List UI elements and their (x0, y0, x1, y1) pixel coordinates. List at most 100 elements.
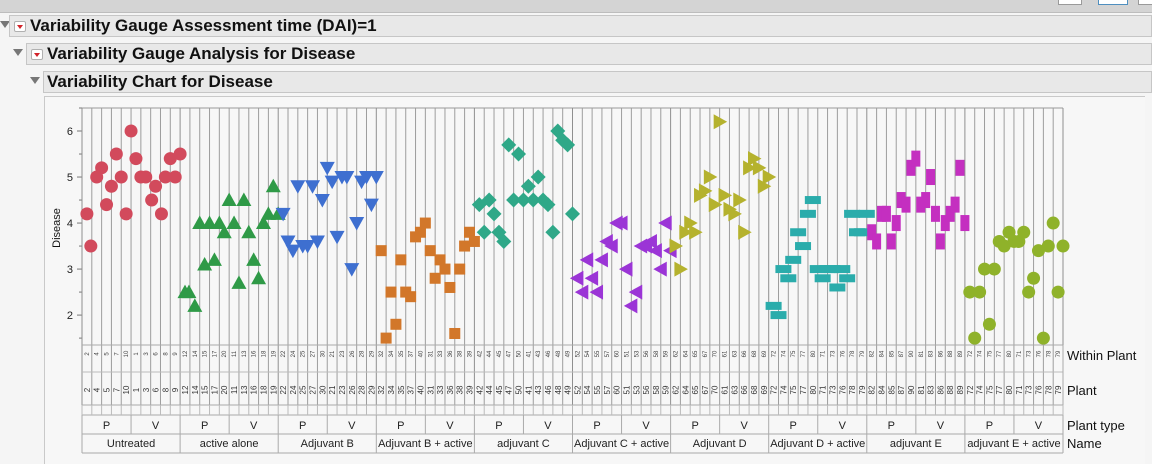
data-point (260, 206, 276, 220)
data-point (216, 224, 232, 239)
plant-label: 4 (93, 387, 102, 392)
plant-label: 79 (858, 385, 867, 394)
within-plant-label: 89 (958, 350, 964, 357)
data-point (574, 284, 589, 300)
within-plant-label: 78 (850, 350, 856, 357)
plant-label: 48 (554, 385, 563, 394)
plant-label: 73 (828, 385, 837, 394)
data-point (669, 238, 684, 254)
within-plant-label: 86 (938, 350, 944, 357)
data-point (1046, 216, 1060, 230)
data-point (623, 298, 638, 314)
within-plant-label: 63 (732, 350, 738, 357)
data-point (109, 147, 123, 161)
toolbar-button[interactable] (1138, 0, 1152, 5)
data-point (594, 252, 608, 268)
data-point (628, 284, 643, 300)
within-plant-label: 85 (889, 350, 895, 357)
within-plant-label: 87 (899, 350, 905, 357)
data-point (236, 192, 252, 207)
data-point (139, 170, 153, 184)
within-plant-label: 41 (526, 350, 532, 357)
group-name-label: Adjuvant D (693, 438, 747, 450)
plant-type-label: V (446, 420, 454, 432)
data-point (906, 159, 916, 176)
plant-label: 81 (917, 385, 926, 394)
data-point (197, 256, 213, 271)
toolbar-button[interactable] (1098, 0, 1128, 5)
data-point (987, 262, 1001, 276)
data-point (785, 255, 802, 264)
data-point (434, 254, 446, 266)
group-name-label: Adjuvant C + active (574, 438, 669, 450)
data-point (589, 284, 604, 300)
data-point (119, 207, 133, 221)
data-point (752, 160, 767, 176)
red-triangle-menu-icon[interactable] (31, 48, 43, 60)
within-plant-label: 80 (1007, 350, 1013, 357)
plant-label: 58 (652, 385, 661, 394)
plant-label: 69 (760, 385, 769, 394)
plant-type-label: P (299, 420, 306, 432)
data-point (255, 215, 271, 230)
plant-label: 5 (103, 387, 112, 392)
within-plant-label: 83 (929, 350, 935, 357)
data-point (424, 245, 436, 257)
plant-label: 21 (328, 385, 337, 394)
within-plant-label: 36 (448, 350, 454, 357)
within-plant-label: 23 (340, 350, 346, 357)
data-point (515, 192, 531, 208)
data-point (1031, 244, 1045, 258)
within-plant-label: 77 (997, 350, 1003, 357)
plant-label: 77 (995, 385, 1004, 394)
plant-label: 1 (132, 387, 141, 392)
data-point (309, 235, 325, 249)
within-plant-label: 90 (909, 350, 915, 357)
within-plant-label: 7 (114, 352, 120, 356)
data-point (824, 265, 841, 274)
data-point (540, 197, 556, 213)
data-point (300, 240, 316, 254)
disclosure-triangle-icon[interactable] (0, 21, 10, 28)
plant-label: 53 (632, 385, 641, 394)
data-point (565, 206, 580, 222)
within-plant-label: 29 (369, 350, 375, 357)
plant-label: 75 (789, 385, 798, 394)
data-point (891, 215, 901, 232)
plant-label: 70 (711, 385, 720, 394)
disclosure-triangle-icon[interactable] (30, 77, 40, 84)
y-tick-label: 4 (67, 218, 73, 230)
within-plant-label: 38 (458, 350, 464, 357)
plant-label: 75 (985, 385, 994, 394)
data-point (834, 265, 851, 274)
plant-type-label: P (790, 420, 797, 432)
data-point (329, 230, 345, 245)
within-plant-label: 76 (1036, 350, 1042, 357)
group-name-label: Untreated (107, 438, 155, 450)
data-point (192, 215, 208, 230)
plant-type-label: V (152, 420, 160, 432)
data-point (496, 233, 512, 249)
toolbar-button[interactable] (1058, 0, 1082, 5)
data-point (95, 161, 109, 175)
plant-label: 22 (279, 385, 288, 394)
data-point (911, 150, 921, 167)
plant-type-label: V (250, 420, 258, 432)
data-point (1056, 239, 1070, 253)
data-point (569, 270, 584, 286)
data-point (530, 169, 546, 185)
red-triangle-menu-icon[interactable] (14, 20, 26, 32)
data-point (921, 192, 931, 209)
within-plant-label: 84 (880, 350, 886, 357)
data-point (853, 228, 870, 237)
data-point (762, 169, 777, 185)
plant-label: 47 (505, 385, 514, 394)
data-point (463, 226, 475, 238)
data-point (955, 159, 965, 176)
data-point (339, 171, 355, 185)
plant-gridlines (81, 108, 1064, 405)
data-point (168, 170, 182, 184)
plant-type-label: P (888, 420, 895, 432)
y-tick-label: 2 (67, 310, 73, 322)
disclosure-triangle-icon[interactable] (13, 49, 23, 56)
